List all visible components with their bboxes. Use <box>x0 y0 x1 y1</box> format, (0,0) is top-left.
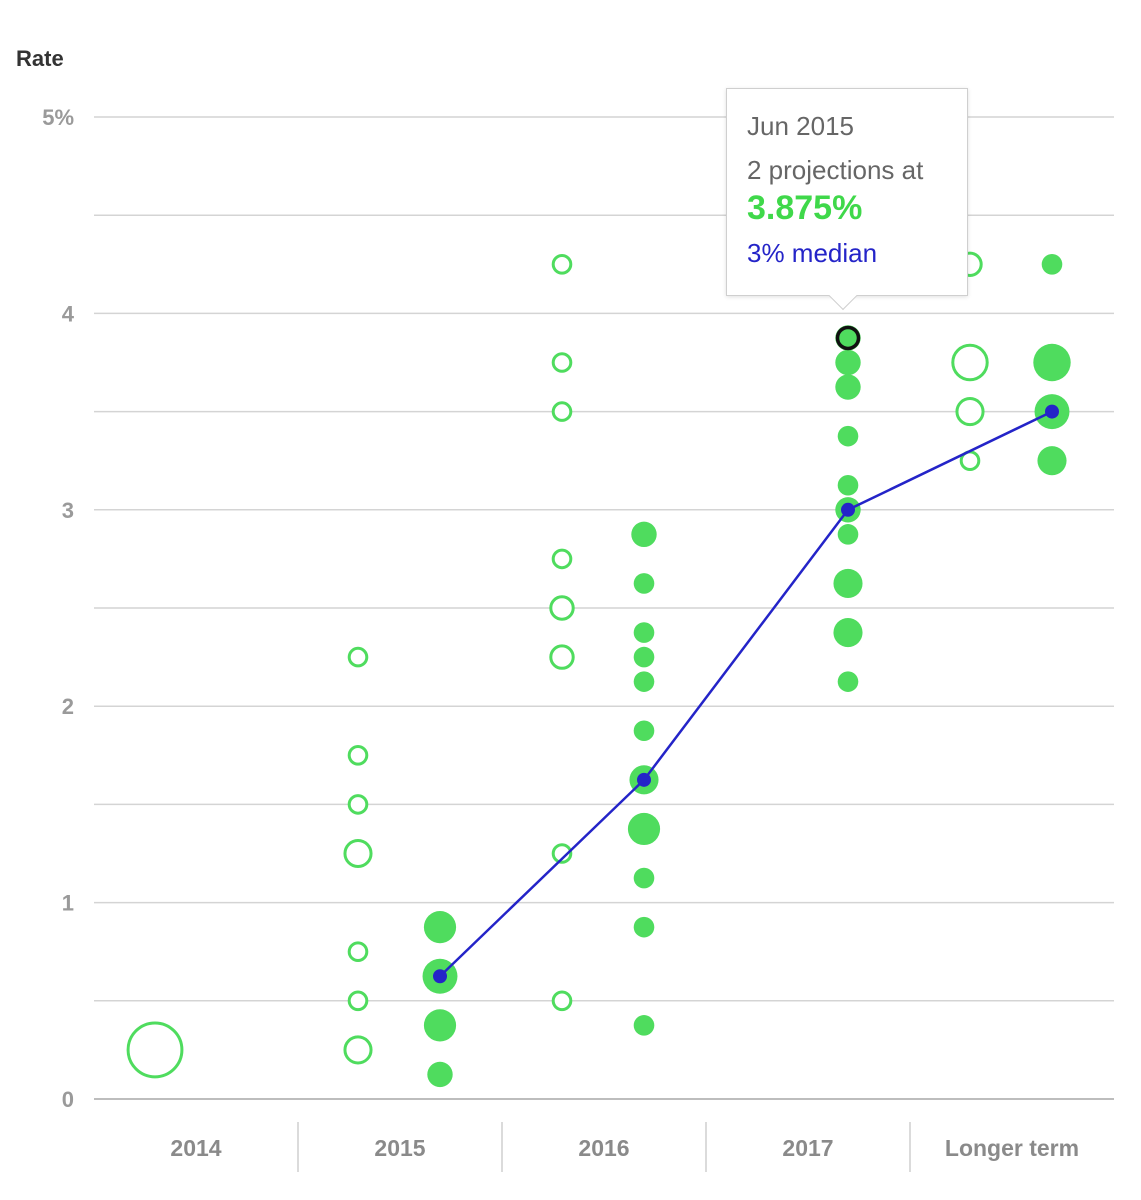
tooltip-median: 3% median <box>747 238 878 268</box>
median-point <box>1045 404 1059 419</box>
filled-dot <box>633 573 655 594</box>
tooltip-date: Jun 2015 <box>747 111 854 141</box>
projection-dots <box>126 251 1071 1088</box>
open-dot <box>551 843 573 864</box>
open-dot <box>551 990 573 1012</box>
open-dot <box>551 401 573 422</box>
filled-dot <box>633 646 655 668</box>
x-axis: 2014 2015 2016 2017 Longer term <box>170 1122 1079 1172</box>
x-tick-label: 2014 <box>170 1135 221 1161</box>
y-axis-title: Rate <box>16 46 64 71</box>
filled-dot <box>1037 446 1067 476</box>
filled-dot <box>633 671 655 692</box>
open-dot <box>551 253 573 275</box>
x-tick-label: 2015 <box>374 1135 425 1161</box>
y-tick-label: 1 <box>62 891 74 916</box>
filled-dot <box>631 521 657 548</box>
open-dot <box>347 990 369 1012</box>
open-dot <box>126 1021 184 1079</box>
open-dot <box>551 352 573 373</box>
open-dot <box>343 838 373 869</box>
open-dot <box>955 397 985 427</box>
filled-dot <box>1033 343 1071 382</box>
filled-dot <box>835 374 861 400</box>
open-dot <box>347 941 369 963</box>
open-dot <box>347 745 369 766</box>
filled-dot <box>633 720 655 742</box>
open-dot <box>551 548 573 570</box>
open-dot <box>549 595 575 621</box>
median-path <box>439 410 1053 978</box>
median-point <box>433 969 447 984</box>
highlighted-point <box>835 325 861 351</box>
open-dot <box>347 794 369 815</box>
filled-dot <box>633 622 655 643</box>
open-dot <box>347 646 369 668</box>
filled-dot <box>423 1009 457 1042</box>
filled-dot <box>835 349 861 376</box>
filled-dot <box>837 425 859 447</box>
filled-dot <box>1041 253 1063 275</box>
tooltip-rate: 3.875% <box>747 189 863 227</box>
filled-dot <box>833 568 863 598</box>
y-tick-label: 2 <box>62 694 74 719</box>
filled-dot <box>633 867 655 889</box>
median-point <box>637 772 651 787</box>
filled-dot <box>633 1015 655 1036</box>
median-point <box>841 502 855 517</box>
filled-dot <box>423 911 457 944</box>
tooltip-count: 2 projections at <box>747 155 924 185</box>
filled-dot <box>633 916 655 938</box>
filled-dot <box>427 1061 453 1088</box>
filled-dot <box>627 812 661 846</box>
y-tick-label: 4 <box>62 301 75 326</box>
x-tick-label: Longer term <box>945 1135 1079 1161</box>
median-line <box>433 404 1059 984</box>
filled-dot <box>833 618 863 648</box>
filled-dot <box>837 474 859 496</box>
y-tick-label: 0 <box>62 1087 74 1112</box>
tooltip: Jun 2015 2 projections at 3.875% 3% medi… <box>726 88 968 296</box>
filled-dot <box>837 671 859 692</box>
open-dot <box>549 644 575 670</box>
filled-dot <box>837 524 859 545</box>
y-tick-label: 5% <box>42 105 74 130</box>
y-tick-labels: 0 1 2 3 4 5% <box>42 105 75 1112</box>
open-dot <box>343 1035 373 1065</box>
open-dot <box>951 343 989 382</box>
y-tick-label: 3 <box>62 498 74 523</box>
x-tick-label: 2016 <box>578 1135 629 1161</box>
highlighted-dot <box>835 325 861 351</box>
x-tick-label: 2017 <box>782 1135 833 1161</box>
